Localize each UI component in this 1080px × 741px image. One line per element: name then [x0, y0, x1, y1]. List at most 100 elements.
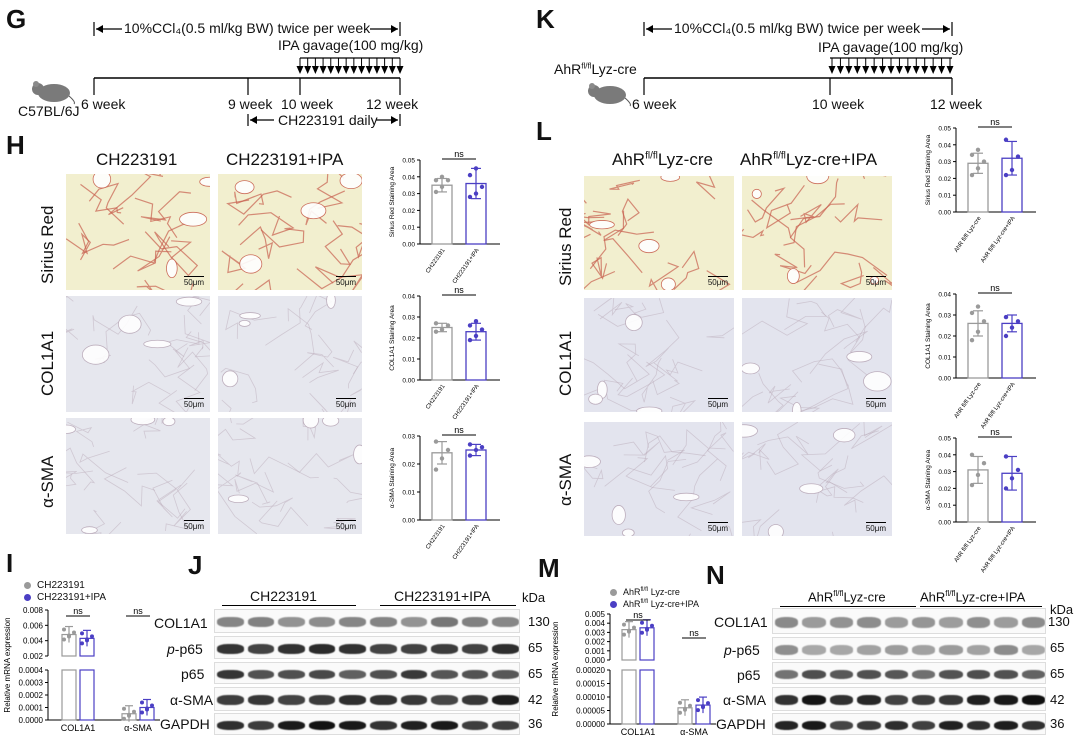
- ipa-dose-arrowhead: [358, 66, 366, 74]
- j-group-line-1: [222, 605, 356, 606]
- data-point: [981, 159, 987, 164]
- septa-fiber: [323, 517, 356, 531]
- vessel-lumen: [81, 344, 110, 365]
- y-tick-label: 0.0002: [19, 691, 44, 700]
- y-tick-label: 0.02: [402, 208, 415, 215]
- septa-fiber: [144, 231, 199, 277]
- septa-fiber: [584, 216, 605, 239]
- blot-band: [339, 643, 366, 654]
- septa-fiber: [796, 251, 888, 284]
- vessel-lumen: [130, 418, 156, 426]
- data-point: [981, 461, 987, 466]
- blot-band: [492, 643, 519, 654]
- blot-band: [857, 669, 881, 679]
- ipa-gavage-text: IPA gavage(100 mg/kg): [278, 37, 424, 53]
- y-tick-label: 0.04: [402, 174, 415, 181]
- ipa-dose-arrowhead: [365, 66, 373, 74]
- data-point: [473, 447, 479, 453]
- data-point: [479, 327, 485, 332]
- n-group-line-1: [780, 606, 916, 607]
- blot-band: [994, 616, 1018, 628]
- vessel-lumen: [673, 492, 700, 502]
- blot-band: [994, 669, 1018, 679]
- blot-band: [339, 669, 366, 679]
- y-tick-label: 0.00: [402, 242, 415, 249]
- data-point: [627, 628, 631, 633]
- n-kda-130: 130: [1048, 614, 1070, 629]
- y-tick-label: 0.00: [402, 378, 415, 385]
- j-label-col1a1: COL1A1: [154, 615, 208, 631]
- septa-fiber: [790, 203, 822, 224]
- data-point: [439, 456, 445, 461]
- y-tick-label: 0.004: [585, 619, 606, 628]
- septa-fiber: [725, 524, 733, 536]
- septa-fiber: [158, 390, 190, 412]
- blot-band: [370, 643, 397, 654]
- bar-lower: [79, 669, 95, 721]
- data-point: [975, 304, 981, 309]
- septa-fiber: [140, 191, 191, 222]
- blot-band: [939, 616, 963, 628]
- ipa-dose-arrowhead: [870, 66, 878, 74]
- data-point: [688, 703, 692, 708]
- blot-band: [939, 644, 963, 655]
- y-tick-label: 0.001: [585, 647, 606, 656]
- l-micro-asma-2: 50μm: [742, 422, 892, 536]
- septa-fiber: [66, 447, 96, 491]
- vessel-lumen: [751, 188, 762, 199]
- tissue-texture: [742, 298, 892, 412]
- j-group-ch223191-ipa: CH223191+IPA: [394, 588, 491, 604]
- y-tick-label: 0.008: [23, 606, 44, 615]
- data-point: [145, 706, 149, 711]
- septa-fiber: [350, 388, 362, 396]
- vessel-lumen: [625, 314, 643, 331]
- data-point: [80, 631, 84, 636]
- n-kda-label: kDa: [1050, 602, 1074, 617]
- blot-band: [400, 720, 428, 730]
- chart-l-asma: 0.00 0.01 0.02 0.03 0.04 0.05 α-SMA Staining A…: [925, 427, 1036, 574]
- vessel-lumen: [353, 444, 362, 465]
- blot-band: [308, 720, 336, 730]
- vessel-lumen: [636, 406, 663, 412]
- blot-band: [461, 669, 489, 679]
- septa-fiber: [108, 521, 122, 534]
- j-kda-65a: 65: [528, 640, 543, 655]
- bar-lower: [639, 669, 655, 725]
- septa-fiber: [589, 229, 654, 270]
- septa-fiber: [67, 421, 94, 448]
- y-tick-label: 0.03: [938, 469, 951, 476]
- septa-fiber: [708, 422, 727, 450]
- blot-band: [966, 616, 991, 628]
- n-label-asma: α-SMA: [723, 692, 767, 708]
- ipa-dose-arrowhead: [373, 66, 381, 74]
- vessel-lumen: [339, 174, 362, 190]
- m-legend-item-1: AhRfl/fl Lyz-cre: [610, 586, 699, 598]
- blot-band: [884, 695, 908, 706]
- data-point: [696, 698, 700, 703]
- l-row-col1a1: COL1A1: [556, 330, 575, 396]
- septa-fiber: [765, 184, 805, 230]
- data-point: [1009, 167, 1015, 173]
- y-tick-label: 0.01: [402, 225, 415, 232]
- j-blot-gapdh: [214, 713, 520, 735]
- blot-band: [829, 720, 854, 730]
- j-blot-asma: [214, 687, 520, 711]
- data-point: [433, 439, 439, 444]
- vessel-lumen: [227, 494, 249, 504]
- blot-band: [884, 644, 908, 655]
- vessel-lumen: [239, 312, 261, 320]
- data-point: [969, 452, 975, 457]
- blot-band: [278, 695, 305, 706]
- septa-fiber: [648, 459, 687, 514]
- x-tick-label: α-SMA: [680, 727, 708, 737]
- septa-fiber: [218, 454, 240, 474]
- y-tick-label: 0.05: [938, 126, 951, 133]
- y-tick-label: 0.01: [402, 357, 415, 364]
- septa-fiber: [258, 500, 309, 527]
- y-tick-label: 0.03: [402, 191, 415, 198]
- l-micro-asma-1: 50μm: [584, 422, 734, 536]
- blot-band: [247, 720, 275, 730]
- tissue-texture: [221, 174, 362, 290]
- septa-fiber: [314, 266, 362, 290]
- septa-fiber: [688, 533, 691, 536]
